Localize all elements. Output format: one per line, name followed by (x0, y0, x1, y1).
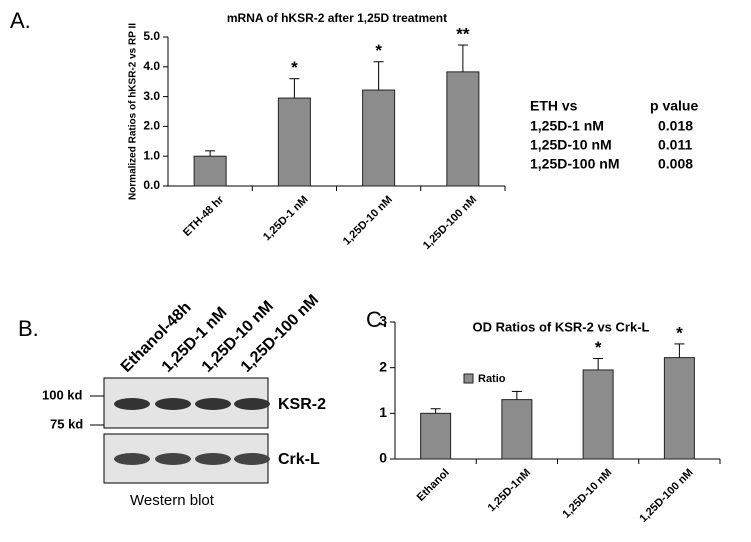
error-bar (511, 390, 522, 400)
band (155, 398, 191, 410)
band (114, 398, 150, 410)
x-tick-label: 1,25D-100 nM (637, 467, 695, 525)
significance-mark: ** (456, 25, 470, 44)
bar (446, 71, 480, 187)
table-cell: 0.011 (658, 137, 692, 153)
error-bar (593, 358, 604, 370)
y-tick-label: 1.0 (143, 148, 160, 162)
band (234, 398, 270, 410)
x-tick-label: 1,25D-10 nM (341, 194, 395, 248)
x-tick-label: 1,25D-1 nM (261, 194, 311, 244)
error-bar (457, 44, 468, 72)
significance-mark: * (595, 338, 602, 357)
y-tick-label: 5.0 (143, 29, 160, 43)
y-tick-label: 2.0 (143, 119, 160, 133)
band (155, 453, 191, 465)
table-cell: 1,25D-1 nM (530, 118, 604, 134)
p-value-table: ETH vs p value 1,25D-1 nM 0.018 1,25D-10… (530, 98, 698, 172)
table-cell: 0.018 (658, 118, 693, 134)
error-bar (674, 343, 685, 358)
y-tick-label: 4.0 (143, 59, 160, 73)
legend-swatch (463, 373, 474, 384)
table-header: p value (650, 98, 698, 114)
error-bar (289, 78, 300, 99)
bar (362, 89, 396, 187)
table-cell: 1,25D-100 nM (530, 156, 619, 172)
error-bar (430, 408, 441, 414)
y-tick-label: 3.0 (143, 89, 160, 103)
lane-label: Ethanol-48h (118, 299, 195, 376)
table-cell: 0.008 (658, 156, 693, 172)
band-label: Crk-L (278, 451, 320, 468)
bar (663, 357, 695, 460)
band-label: KSR-2 (278, 396, 326, 413)
panel-label: B. (18, 316, 39, 341)
bar (582, 369, 614, 460)
bar (277, 97, 311, 187)
y-tick-label: 1 (379, 404, 387, 420)
significance-mark: * (291, 58, 298, 77)
bar (501, 399, 533, 460)
table-header: ETH vs (530, 98, 578, 114)
x-tick-label: 1,25D-10 nM (560, 467, 614, 521)
bar (420, 412, 452, 460)
blot-caption: Western blot (130, 492, 215, 509)
panel-label: A. (10, 8, 31, 33)
x-tick-label: 1,25D-100 nM (421, 194, 479, 252)
y-tick-label: 0 (379, 450, 387, 466)
chart-title: OD Ratios of KSR-2 vs Crk-L (473, 319, 650, 334)
panel-label: C. (366, 307, 388, 332)
marker-label: 100 kd (42, 387, 83, 402)
chart-title: mRNA of hKSR-2 after 1,25D treatment (227, 11, 447, 25)
y-tick-label: 0.0 (143, 178, 160, 192)
table-cell: 1,25D-10 nM (530, 137, 612, 153)
band (195, 398, 231, 410)
y-tick-label: 3 (379, 313, 387, 329)
error-bar (373, 61, 384, 91)
significance-mark: * (375, 41, 382, 60)
band (234, 453, 270, 465)
error-bar (205, 150, 216, 157)
band (195, 453, 231, 465)
legend-label: Ratio (478, 373, 506, 385)
x-tick-label: 1,25D-1nM (486, 467, 533, 514)
marker-label: 75 kd (50, 416, 83, 431)
x-tick-label: ETH-48 hr (181, 193, 227, 239)
y-tick-label: 2 (379, 358, 387, 374)
x-tick-label: Ethanol (415, 467, 452, 504)
western-blot: 100 kd 75 kd KSR-2 Crk-L Western blot (42, 377, 326, 509)
significance-mark: * (676, 323, 683, 342)
band (114, 453, 150, 465)
bar (193, 155, 227, 187)
y-axis-label: Normalized Ratios of hKSR-2 vs RP II (128, 23, 139, 200)
